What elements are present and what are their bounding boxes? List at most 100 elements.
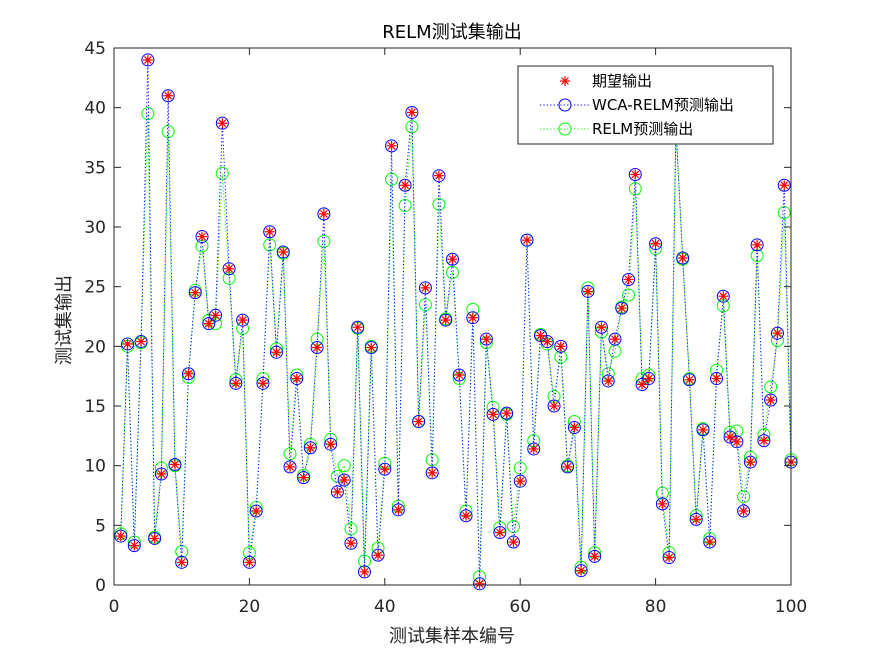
data-point	[676, 251, 690, 265]
data-point	[446, 252, 459, 266]
asterisk-stroke	[414, 417, 423, 426]
asterisk-stroke	[495, 528, 504, 537]
y-tick-label: 20	[84, 337, 106, 357]
data-point	[608, 332, 622, 346]
legend-label: WCA-RELM预测输出	[592, 96, 734, 114]
data-point	[222, 262, 236, 276]
asterisk-stroke	[651, 239, 660, 248]
data-point	[655, 497, 669, 511]
data-point	[616, 303, 627, 314]
data-point	[203, 318, 214, 329]
data-point	[190, 287, 201, 298]
x-tick-label: 20	[239, 597, 261, 617]
data-point	[324, 437, 338, 451]
data-point	[339, 474, 350, 485]
data-point	[242, 555, 256, 569]
data-point	[398, 178, 412, 192]
asterisk-stroke	[529, 445, 538, 453]
data-point	[549, 401, 560, 411]
legend: 期望输出 WCA-RELM预测输出 RELM预测输出	[517, 65, 774, 145]
data-point	[357, 565, 371, 579]
legend-item-0: 期望输出	[560, 72, 652, 90]
asterisk-stroke	[611, 335, 619, 344]
data-point	[432, 169, 446, 183]
legend-marker	[558, 122, 572, 136]
data-point	[161, 89, 175, 103]
data-point	[569, 422, 580, 433]
asterisk-stroke	[543, 337, 552, 346]
data-point	[256, 376, 270, 390]
data-point	[400, 180, 411, 191]
data-point	[202, 317, 216, 331]
data-point	[420, 282, 431, 293]
x-axis-title: 测试集样本编号	[389, 626, 515, 647]
data-point	[454, 369, 465, 380]
data-point	[244, 557, 255, 568]
data-point	[609, 334, 620, 345]
axes-box	[113, 47, 792, 586]
data-point	[547, 399, 561, 413]
data-point	[689, 512, 703, 526]
asterisk-stroke	[719, 292, 728, 301]
asterisk-stroke	[536, 331, 545, 340]
asterisk-stroke	[705, 538, 714, 546]
asterisk-stroke	[184, 369, 193, 378]
data-point	[337, 473, 351, 487]
y-tick-label: 45	[84, 39, 106, 59]
data-point	[129, 540, 140, 551]
data-point	[535, 330, 546, 341]
y-tick-label: 35	[84, 158, 106, 178]
asterisk-stroke	[475, 579, 484, 588]
data-point	[291, 373, 302, 384]
data-point	[642, 372, 656, 386]
data-point	[467, 312, 478, 323]
data-point	[684, 374, 695, 385]
asterisk-stroke	[198, 232, 206, 241]
data-point	[364, 341, 378, 355]
y-tick-label: 40	[84, 99, 106, 119]
asterisk-stroke	[313, 343, 322, 352]
data-point	[528, 443, 539, 454]
data-point	[412, 415, 426, 429]
axes-layer	[113, 47, 792, 586]
data-point	[622, 273, 636, 287]
asterisk-stroke	[577, 566, 586, 575]
asterisk-stroke	[631, 170, 640, 179]
x-tick-label: 40	[374, 597, 396, 617]
data-point	[257, 378, 268, 389]
data-point	[574, 564, 588, 578]
data-point	[703, 535, 717, 549]
data-point	[283, 460, 297, 474]
data-point	[682, 373, 696, 387]
data-point	[710, 372, 724, 386]
data-point	[425, 466, 439, 480]
data-point	[237, 315, 248, 326]
asterisk-stroke	[441, 316, 450, 325]
data-point	[764, 380, 778, 394]
asterisk-stroke	[570, 423, 579, 432]
data-point	[330, 469, 344, 483]
data-point	[704, 537, 715, 548]
asterisk-stroke	[556, 342, 565, 351]
asterisk-stroke	[225, 264, 234, 273]
data-point	[230, 378, 241, 389]
data-point	[325, 439, 336, 450]
asterisk-stroke	[692, 515, 701, 524]
asterisk-stroke	[638, 380, 646, 389]
data-point	[154, 467, 168, 481]
data-point	[385, 139, 399, 153]
data-point	[562, 461, 573, 472]
data-point	[439, 313, 453, 327]
data-point	[623, 274, 634, 285]
data-point	[344, 536, 358, 550]
data-point	[141, 53, 155, 67]
data-point	[263, 238, 277, 252]
data-point	[649, 237, 663, 251]
data-point	[371, 548, 385, 562]
data-point	[561, 460, 575, 474]
data-point	[359, 566, 370, 577]
data-point	[269, 345, 283, 359]
asterisk-stroke	[421, 283, 430, 292]
data-point	[264, 226, 275, 237]
